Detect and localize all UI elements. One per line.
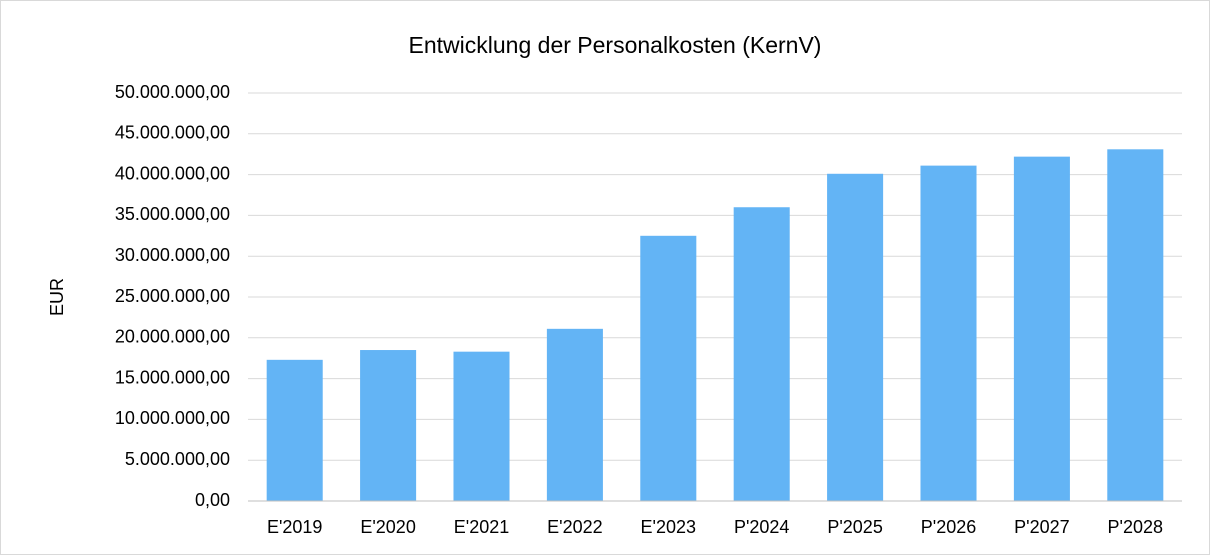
y-tick-label: 25.000.000,00 (115, 286, 230, 306)
bar (920, 165, 977, 501)
x-tick-label: P'2024 (734, 517, 790, 537)
bar (453, 351, 510, 501)
y-axis-label: EUR (47, 278, 67, 316)
y-tick-label: 10.000.000,00 (115, 408, 230, 428)
y-tick-label: 40.000.000,00 (115, 163, 230, 183)
x-tick-label: E'2021 (454, 517, 510, 537)
x-tick-label: E'2023 (641, 517, 697, 537)
y-tick-label: 0,00 (195, 490, 230, 510)
y-tick-label: 35.000.000,00 (115, 204, 230, 224)
x-tick-label: P'2025 (827, 517, 883, 537)
bar (266, 359, 323, 501)
x-tick-label: P'2026 (921, 517, 977, 537)
bar (733, 207, 790, 502)
chart-title: Entwicklung der Personalkosten (KernV) (409, 32, 822, 58)
bar (1013, 156, 1070, 501)
x-tick-label: E'2022 (547, 517, 603, 537)
y-tick-label: 15.000.000,00 (115, 367, 230, 387)
x-tick-label: P'2027 (1014, 517, 1070, 537)
bar (360, 350, 417, 501)
bar (1107, 149, 1164, 501)
y-tick-label: 5.000.000,00 (125, 449, 230, 469)
y-tick-label: 45.000.000,00 (115, 123, 230, 143)
y-tick-label: 30.000.000,00 (115, 245, 230, 265)
x-tick-label: P'2028 (1108, 517, 1164, 537)
bar (546, 328, 603, 501)
x-tick-label: E'2020 (360, 517, 416, 537)
bar (827, 173, 884, 501)
y-tick-label: 20.000.000,00 (115, 327, 230, 347)
bar (640, 235, 697, 502)
x-tick-label: E'2019 (267, 517, 323, 537)
y-tick-label: 50.000.000,00 (115, 82, 230, 102)
